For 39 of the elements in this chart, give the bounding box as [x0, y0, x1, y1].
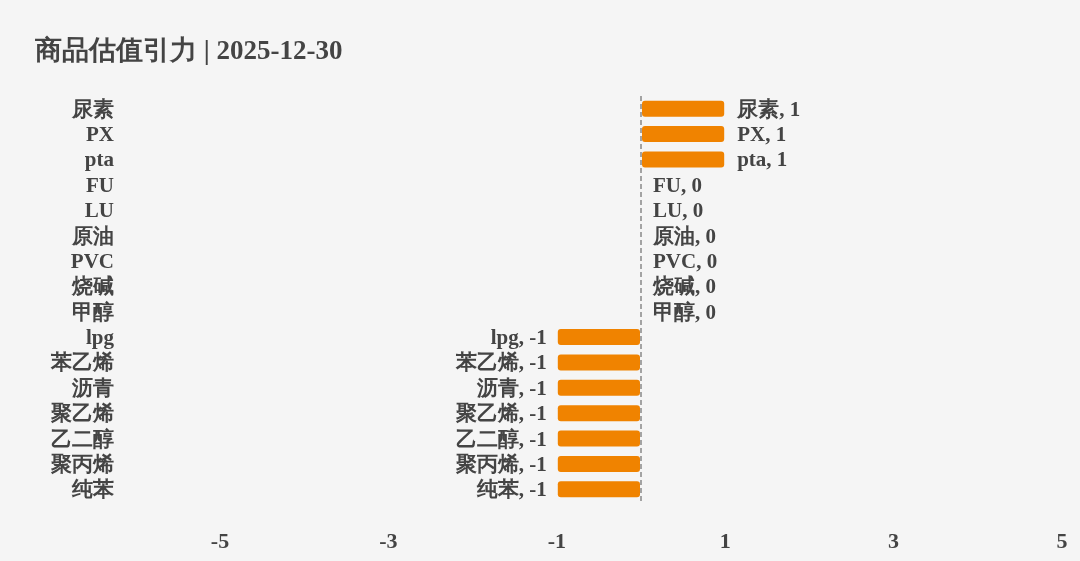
data-label: PVC, 0: [653, 248, 718, 273]
x-tick-label: -1: [547, 528, 566, 553]
y-tick-label: 纯苯: [71, 477, 114, 502]
y-tick-label: lpg: [85, 325, 115, 350]
x-tick-label: -5: [210, 528, 230, 553]
y-tick-label: pta: [84, 147, 115, 172]
chart-title: 商品估值引力 | 2025-12-30: [34, 35, 343, 65]
y-tick-label: 苯乙烯: [50, 350, 114, 375]
y-tick-label: 聚丙烯: [50, 451, 114, 476]
y-tick-label: 烧碱: [71, 274, 114, 299]
data-label: 烧碱, 0: [652, 274, 716, 299]
data-label: 原油, 0: [652, 223, 716, 248]
data-label: 纯苯, -1: [475, 477, 547, 502]
x-tick-label: 3: [888, 528, 900, 553]
y-tick-label: 甲醇: [72, 299, 114, 324]
y-tick-label: PX: [86, 122, 114, 147]
data-label: PX, 1: [737, 122, 787, 147]
x-tick-label: -3: [379, 528, 398, 553]
data-label: 乙二醇, -1: [455, 426, 547, 451]
data-label: FU, 0: [653, 172, 702, 197]
y-tick-label: PVC: [70, 248, 114, 273]
y-tick-label: 原油: [71, 223, 114, 248]
x-tick-label: 5: [1056, 528, 1068, 553]
y-tick-label: 聚乙烯: [50, 401, 114, 426]
y-tick-label: 乙二醇: [51, 426, 114, 451]
data-label: 甲醇, 0: [653, 299, 716, 324]
x-tick-label: 1: [719, 528, 731, 553]
y-tick-label: FU: [86, 172, 114, 197]
data-label: lpg, -1: [490, 325, 547, 350]
data-label: pta, 1: [737, 147, 788, 172]
data-label: LU, 0: [653, 198, 704, 223]
data-label: 聚丙烯, -1: [454, 451, 547, 476]
data-label: 尿素, 1: [736, 96, 801, 121]
y-tick-label: 沥青: [71, 375, 114, 400]
data-label: 苯乙烯, -1: [454, 350, 547, 375]
y-tick-label: LU: [84, 198, 114, 223]
data-label: 聚乙烯, -1: [454, 401, 547, 426]
data-label: 沥青, -1: [475, 375, 547, 400]
y-tick-label: 尿素: [71, 96, 114, 121]
